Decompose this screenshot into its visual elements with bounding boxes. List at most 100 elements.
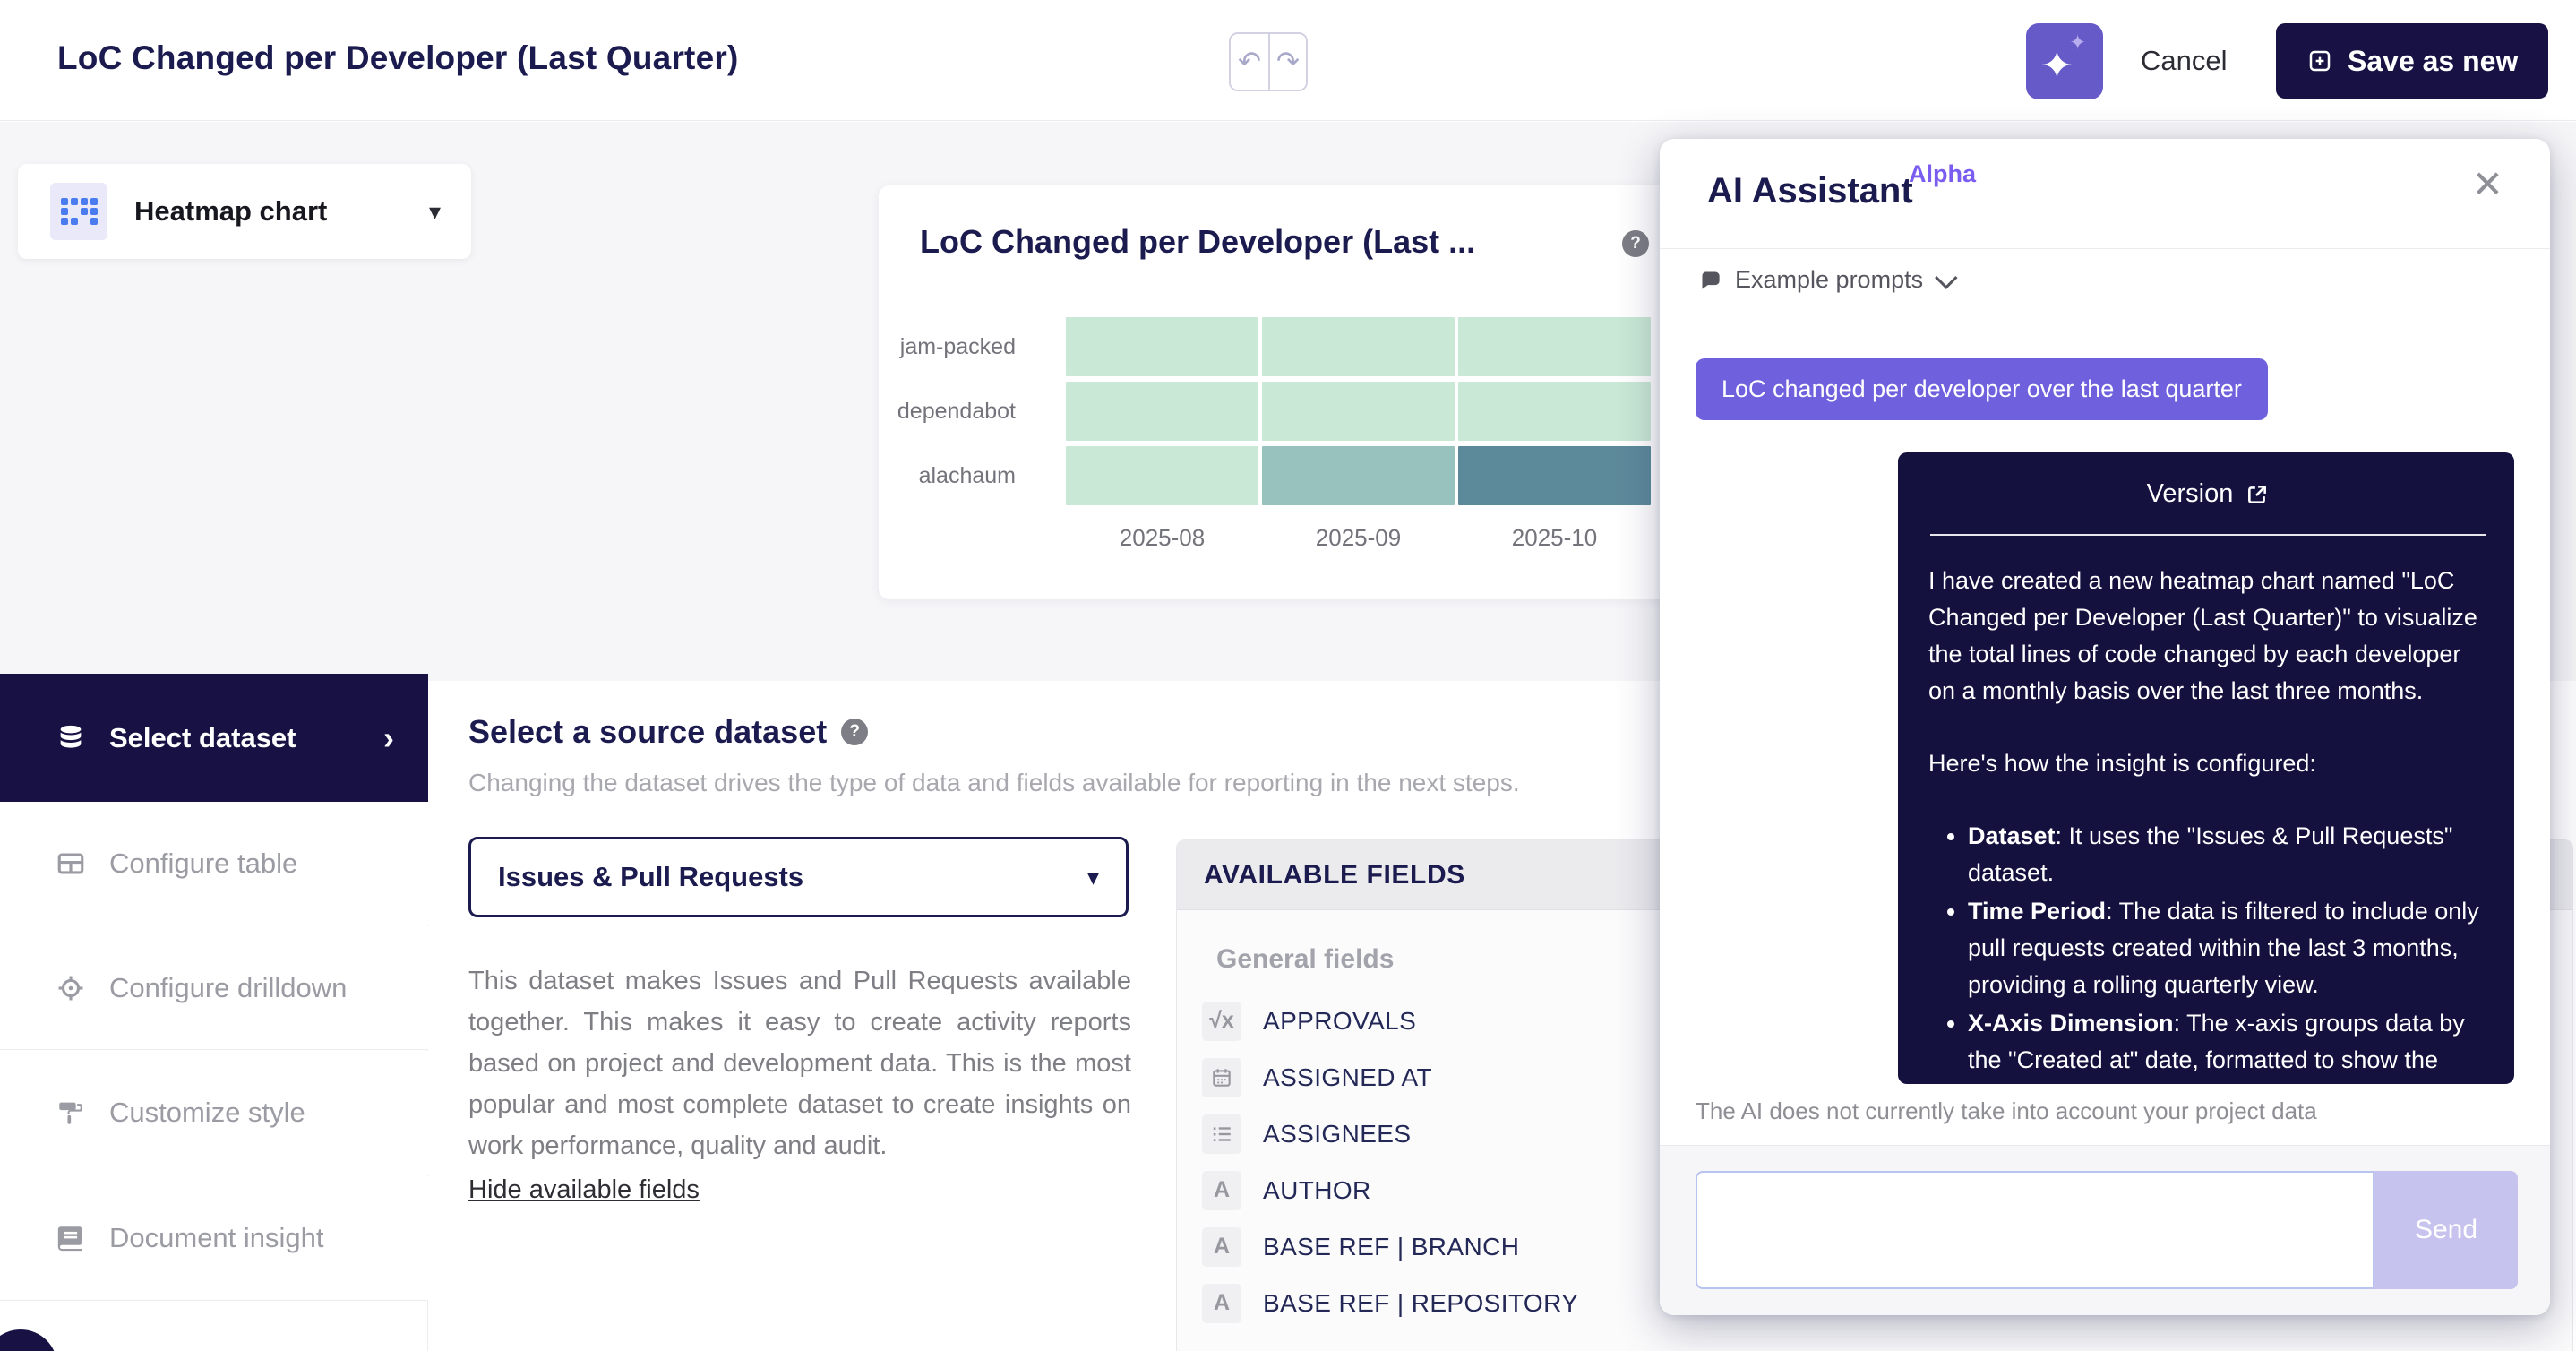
sidebar-item-label: Configure table	[109, 847, 298, 879]
heatmap-cell[interactable]	[1458, 382, 1651, 441]
sidebar-item-customize-style[interactable]: Customize style	[0, 1051, 428, 1175]
table-icon	[57, 853, 84, 873]
y-axis-label: alachaum	[918, 462, 1016, 488]
heatmap-cell[interactable]	[1066, 382, 1258, 441]
dataset-dropdown-value: Issues & Pull Requests	[498, 861, 804, 892]
ai-response-config-line: Here's how the insight is configured:	[1928, 750, 2316, 777]
ai-assistant-toggle-button[interactable]: ✦ ✦	[2026, 23, 2103, 99]
example-prompts-toggle[interactable]: Example prompts	[1698, 265, 1958, 294]
sidebar-item-configure-table[interactable]: Configure table	[0, 802, 428, 925]
dataset-description: This dataset makes Issues and Pull Reque…	[468, 967, 1131, 1160]
sparkle-small-icon: ✦	[2069, 30, 2087, 54]
heatmap-y-axis-labels: jam-packed dependabot alachaum	[879, 317, 1041, 511]
field-item-base-ref-branch[interactable]: A BASE REF | BRANCH	[1177, 1218, 2572, 1275]
external-link-icon[interactable]	[2245, 483, 2269, 506]
divider	[1930, 534, 2486, 536]
text-icon: A	[1202, 1226, 1241, 1267]
ai-response-bullets: Dataset: It uses the "Issues & Pull Requ…	[1928, 818, 2487, 1084]
ai-panel-title: AI Assistant	[1707, 171, 1913, 211]
x-axis-label: 2025-10	[1511, 524, 1598, 551]
redo-button[interactable]: ↷	[1268, 34, 1306, 90]
sidebar-item-select-dataset[interactable]: Select dataset ›	[0, 674, 428, 802]
bullet-x-axis: X-Axis Dimension: The x-axis groups data…	[1968, 1005, 2487, 1084]
formula-icon: √x	[1202, 1001, 1241, 1041]
step-subtitle: Changing the dataset drives the type of …	[468, 769, 1520, 796]
text-icon: A	[1202, 1170, 1241, 1210]
user-prompt-chip: LoC changed per developer over the last …	[1696, 358, 2268, 420]
ai-input-footer: Send	[1660, 1145, 2550, 1315]
heatmap-cell[interactable]	[1262, 317, 1455, 376]
chart-help-icon[interactable]: ?	[1622, 230, 1649, 257]
sidebar-item-configure-drilldown[interactable]: Configure drilldown	[0, 926, 428, 1050]
hide-available-fields-link[interactable]: Hide available fields	[468, 1175, 700, 1204]
chevron-down-icon: ▾	[428, 197, 441, 225]
top-bar: LoC Changed per Developer (Last Quarter)…	[0, 0, 2576, 121]
heatmap-cell[interactable]	[1066, 446, 1258, 505]
sparkle-icon: ✦	[2040, 44, 2074, 88]
dataset-dropdown[interactable]: Issues & Pull Requests ▾	[468, 837, 1129, 917]
chevron-down-icon	[1935, 265, 1958, 289]
chart-preview-card: LoC Changed per Developer (Last ... ? ja…	[879, 185, 1699, 599]
undo-redo-group: ↶ ↷	[1229, 32, 1308, 91]
ai-prompt-input[interactable]	[1696, 1171, 2374, 1289]
heatmap-cell[interactable]	[1262, 382, 1455, 441]
heatmap-chart-icon	[50, 183, 107, 240]
chart-type-label: Heatmap chart	[134, 195, 328, 227]
plus-square-icon	[2309, 50, 2331, 72]
save-as-new-label: Save as new	[2348, 44, 2519, 77]
bullet-time-period: Time Period: The data is filtered to inc…	[1968, 893, 2487, 1003]
field-item-author[interactable]: A AUTHOR	[1177, 1162, 2572, 1218]
heatmap-cell[interactable]	[1458, 317, 1651, 376]
speech-bubble-icon	[1702, 271, 1720, 289]
database-icon	[60, 725, 82, 748]
ai-assistant-panel: AI Assistant Alpha ✕ Example prompts LoC…	[1660, 139, 2550, 1315]
heatmap-cell[interactable]	[1066, 317, 1258, 376]
drilldown-target-icon	[58, 976, 83, 1000]
version-label: Version	[2146, 479, 2234, 508]
example-prompts-label: Example prompts	[1735, 266, 1924, 293]
field-label: AUTHOR	[1263, 1175, 1371, 1204]
sidebar-item-label: Configure drilldown	[109, 971, 348, 1003]
ai-response-body: I have created a new heatmap chart named…	[1928, 563, 2487, 1084]
sidebar-item-label: Document insight	[109, 1222, 324, 1253]
heatmap-cell[interactable]	[1458, 446, 1651, 505]
heatmap-grid	[1066, 317, 1651, 505]
close-icon[interactable]: ✕	[2471, 163, 2503, 205]
cancel-button[interactable]: Cancel	[2141, 0, 2228, 121]
dataset-help-icon[interactable]: ?	[841, 719, 869, 745]
field-item-assigned-at[interactable]: ASSIGNED AT	[1177, 1049, 2572, 1106]
field-item-base-ref-repository[interactable]: A BASE REF | REPOSITORY	[1177, 1275, 2572, 1331]
bullet-dataset: Dataset: It uses the "Issues & Pull Requ…	[1968, 818, 2487, 891]
field-item-assignees[interactable]: ASSIGNEES	[1177, 1106, 2572, 1162]
x-axis-label: 2025-09	[1315, 524, 1402, 551]
alpha-badge: Alpha	[1909, 160, 1977, 187]
chart-type-dropdown[interactable]: Heatmap chart ▾	[18, 164, 471, 259]
calendar-icon	[1202, 1057, 1241, 1097]
paint-roller-icon	[59, 1102, 82, 1124]
document-book-icon	[57, 1226, 82, 1252]
fields-group-label: General fields	[1216, 944, 1395, 974]
undo-button[interactable]: ↶	[1231, 34, 1268, 90]
field-label: APPROVALS	[1263, 1006, 1417, 1035]
step-heading: Select a source dataset ?	[468, 713, 869, 751]
ai-response-card: Version I have created a new heatmap cha…	[1898, 452, 2514, 1084]
list-icon	[1202, 1114, 1241, 1154]
save-as-new-button[interactable]: Save as new	[2276, 23, 2549, 99]
field-item-approvals[interactable]: √x APPROVALS	[1177, 993, 2572, 1049]
send-button[interactable]: Send	[2374, 1171, 2518, 1289]
y-axis-label: jam-packed	[899, 333, 1016, 359]
y-axis-label: dependabot	[897, 398, 1016, 424]
ai-disclaimer: The AI does not currently take into acco…	[1696, 1097, 2317, 1124]
redo-icon: ↷	[1276, 46, 1300, 77]
ai-response-intro: I have created a new heatmap chart named…	[1928, 567, 2477, 704]
chevron-down-icon: ▾	[1086, 863, 1099, 891]
chevron-right-icon: ›	[383, 719, 394, 756]
heatmap-cell[interactable]	[1262, 446, 1455, 505]
sidebar-item-document-insight[interactable]: Document insight	[0, 1176, 428, 1301]
ai-panel-header: AI Assistant Alpha ✕	[1660, 139, 2550, 249]
page-title: LoC Changed per Developer (Last Quarter)	[57, 39, 739, 76]
step-heading-text: Select a source dataset	[468, 713, 828, 750]
x-axis-label: 2025-08	[1119, 524, 1206, 551]
heatmap-x-axis-labels: 2025-08 2025-09 2025-10	[1066, 524, 1651, 552]
